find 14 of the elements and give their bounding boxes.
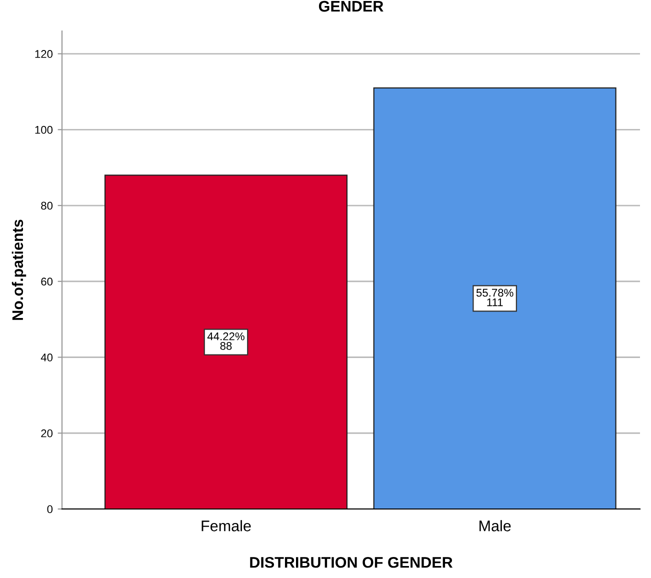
data-label: 55.78% 111 (476, 288, 514, 306)
y-axis-title: No.of.patients (12, 220, 26, 320)
y-tick-label: 80 (41, 202, 53, 210)
y-tick-label: 60 (41, 278, 53, 286)
x-tick-label: Female (202, 520, 251, 532)
x-axis-title: DISTRIBUTION OF GENDER (250, 556, 453, 568)
y-tick-label: 120 (35, 50, 53, 58)
y-tick-label: 100 (35, 126, 53, 134)
y-tick-label: 20 (41, 429, 53, 438)
y-tick-label: 40 (40, 354, 53, 362)
chart-title: GENDER (318, 0, 384, 12)
data-label: 44.22% 88 (207, 332, 244, 350)
x-tick-label: Male (480, 520, 511, 532)
y-tick-label: 0 (47, 505, 53, 514)
